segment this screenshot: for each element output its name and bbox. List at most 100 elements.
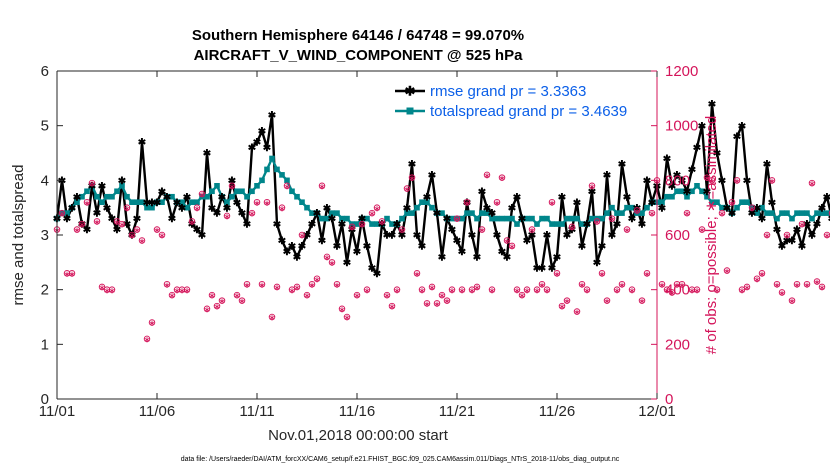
rmse-point: ✱ [608,231,617,242]
obs-possible-marker [733,177,741,184]
obs-possible-marker [143,335,151,343]
obs-possible-marker [278,204,286,211]
totalspread-point [319,215,325,222]
totalspread-point [824,210,830,216]
totalspread-point [399,215,405,222]
obs-assimilated-marker: ∗ [328,258,336,268]
obs-assimilated-marker: ∗ [508,242,516,252]
rmse-point: ✱ [733,132,742,143]
totalspread-point [154,199,160,205]
obs-possible-marker [123,204,131,211]
totalspread-point [629,204,635,211]
totalspread-point [769,210,775,216]
totalspread-point [724,204,730,211]
rmse-point: ✱ [513,192,522,203]
obs-possible-marker [258,280,266,288]
obs-assimilated-marker: ∗ [278,203,286,213]
totalspread-point [774,215,780,222]
obs-assimilated-marker: ∗ [723,266,731,276]
obs-possible-marker [663,286,671,293]
y-tick-label: 1 [41,336,49,353]
rmse-point: ✱ [183,192,192,203]
totalspread-point [384,215,390,222]
obs-assimilated-marker: ∗ [248,209,256,219]
rmse-point: ✱ [758,214,767,225]
obs-assimilated-marker: ∗ [123,203,131,213]
obs-possible-marker [288,286,296,293]
obs-assimilated-marker: ∗ [573,307,581,317]
rmse-point: ✱ [803,220,812,231]
totalspread-point [344,215,350,222]
obs-possible-marker [753,275,761,282]
obs-assimilated-marker: ∗ [778,288,786,298]
rmse-point: ✱ [393,220,402,231]
rmse-point: ✱ [138,138,147,149]
totalspread-point [359,215,365,222]
legend-spread-label: totalspread grand pr = 3.4639 [430,103,627,120]
totalspread-point [444,215,450,222]
rmse-point: ✱ [813,220,822,231]
rmse-point: ✱ [58,176,67,187]
obs-possible-marker [248,209,256,217]
rmse-point: ✱ [238,209,247,220]
obs-possible-marker [598,270,606,277]
obs-possible-marker [503,237,511,244]
obs-possible-marker [608,215,616,222]
obs-possible-marker [808,179,816,187]
totalspread-point [454,215,460,222]
obs-assimilated-marker: ∗ [348,222,356,232]
rmse-point: ✱ [788,236,797,247]
rmse-point: ✱ [273,220,282,231]
obs-assimilated-marker: ∗ [443,296,451,306]
obs-possible-marker [138,237,146,244]
plot-background [57,71,657,399]
rmse-point: ✱ [258,127,267,138]
obs-assimilated-marker: ∗ [163,280,171,290]
rmse-point: ✱ [373,269,382,280]
totalspread-point [649,199,655,205]
obs-assimilated-marker: ∗ [293,283,301,293]
obs-possible-marker [253,198,261,206]
obs-possible-marker [618,280,626,288]
totalspread-point [299,199,305,205]
totalspread-point [284,177,290,184]
rmse-point: ✱ [603,170,612,181]
rmse-point: ✱ [643,176,652,187]
obs-possible-marker [338,305,346,313]
totalspread-point [294,193,300,200]
obs-possible-marker [108,286,116,293]
obs-assimilated-marker: ∗ [563,296,571,306]
obs-possible-marker [728,198,736,206]
totalspread-point [259,177,265,184]
obs-possible-marker [483,171,491,179]
rmse-point: ✱ [538,263,547,274]
obs-possible-marker [163,280,171,288]
obs-assimilated-marker: ∗ [613,285,621,295]
obs-assimilated-marker: ∗ [753,274,761,284]
rmse-point: ✱ [63,214,72,225]
totalspread-point [114,188,120,195]
y2-axis-label: # of obs: o=possible; ∗=assimilated [703,116,720,355]
totalspread-point [559,221,565,227]
totalspread-point [194,199,200,205]
obs-assimilated-marker: ∗ [138,236,146,246]
obs-possible-marker [713,286,721,293]
obs-possible-marker [133,226,141,233]
obs-assimilated-marker: ∗ [253,198,261,208]
rmse-point: ✱ [588,187,597,198]
totalspread-point [609,204,615,211]
totalspread-point [239,188,245,195]
totalspread-point [674,188,680,195]
rmse-point: ✱ [378,220,387,231]
obs-possible-marker [353,291,361,299]
totalspread-point [624,204,630,211]
totalspread-point [69,204,75,211]
rmse-point: ✱ [723,203,732,214]
obs-possible-marker [558,302,566,310]
obs-assimilated-marker: ∗ [258,280,266,290]
obs-possible-marker [193,204,201,211]
rmse-point: ✱ [253,138,262,149]
totalspread-point [449,215,455,222]
rmse-point: ✱ [133,214,142,225]
totalspread-point [389,221,395,227]
